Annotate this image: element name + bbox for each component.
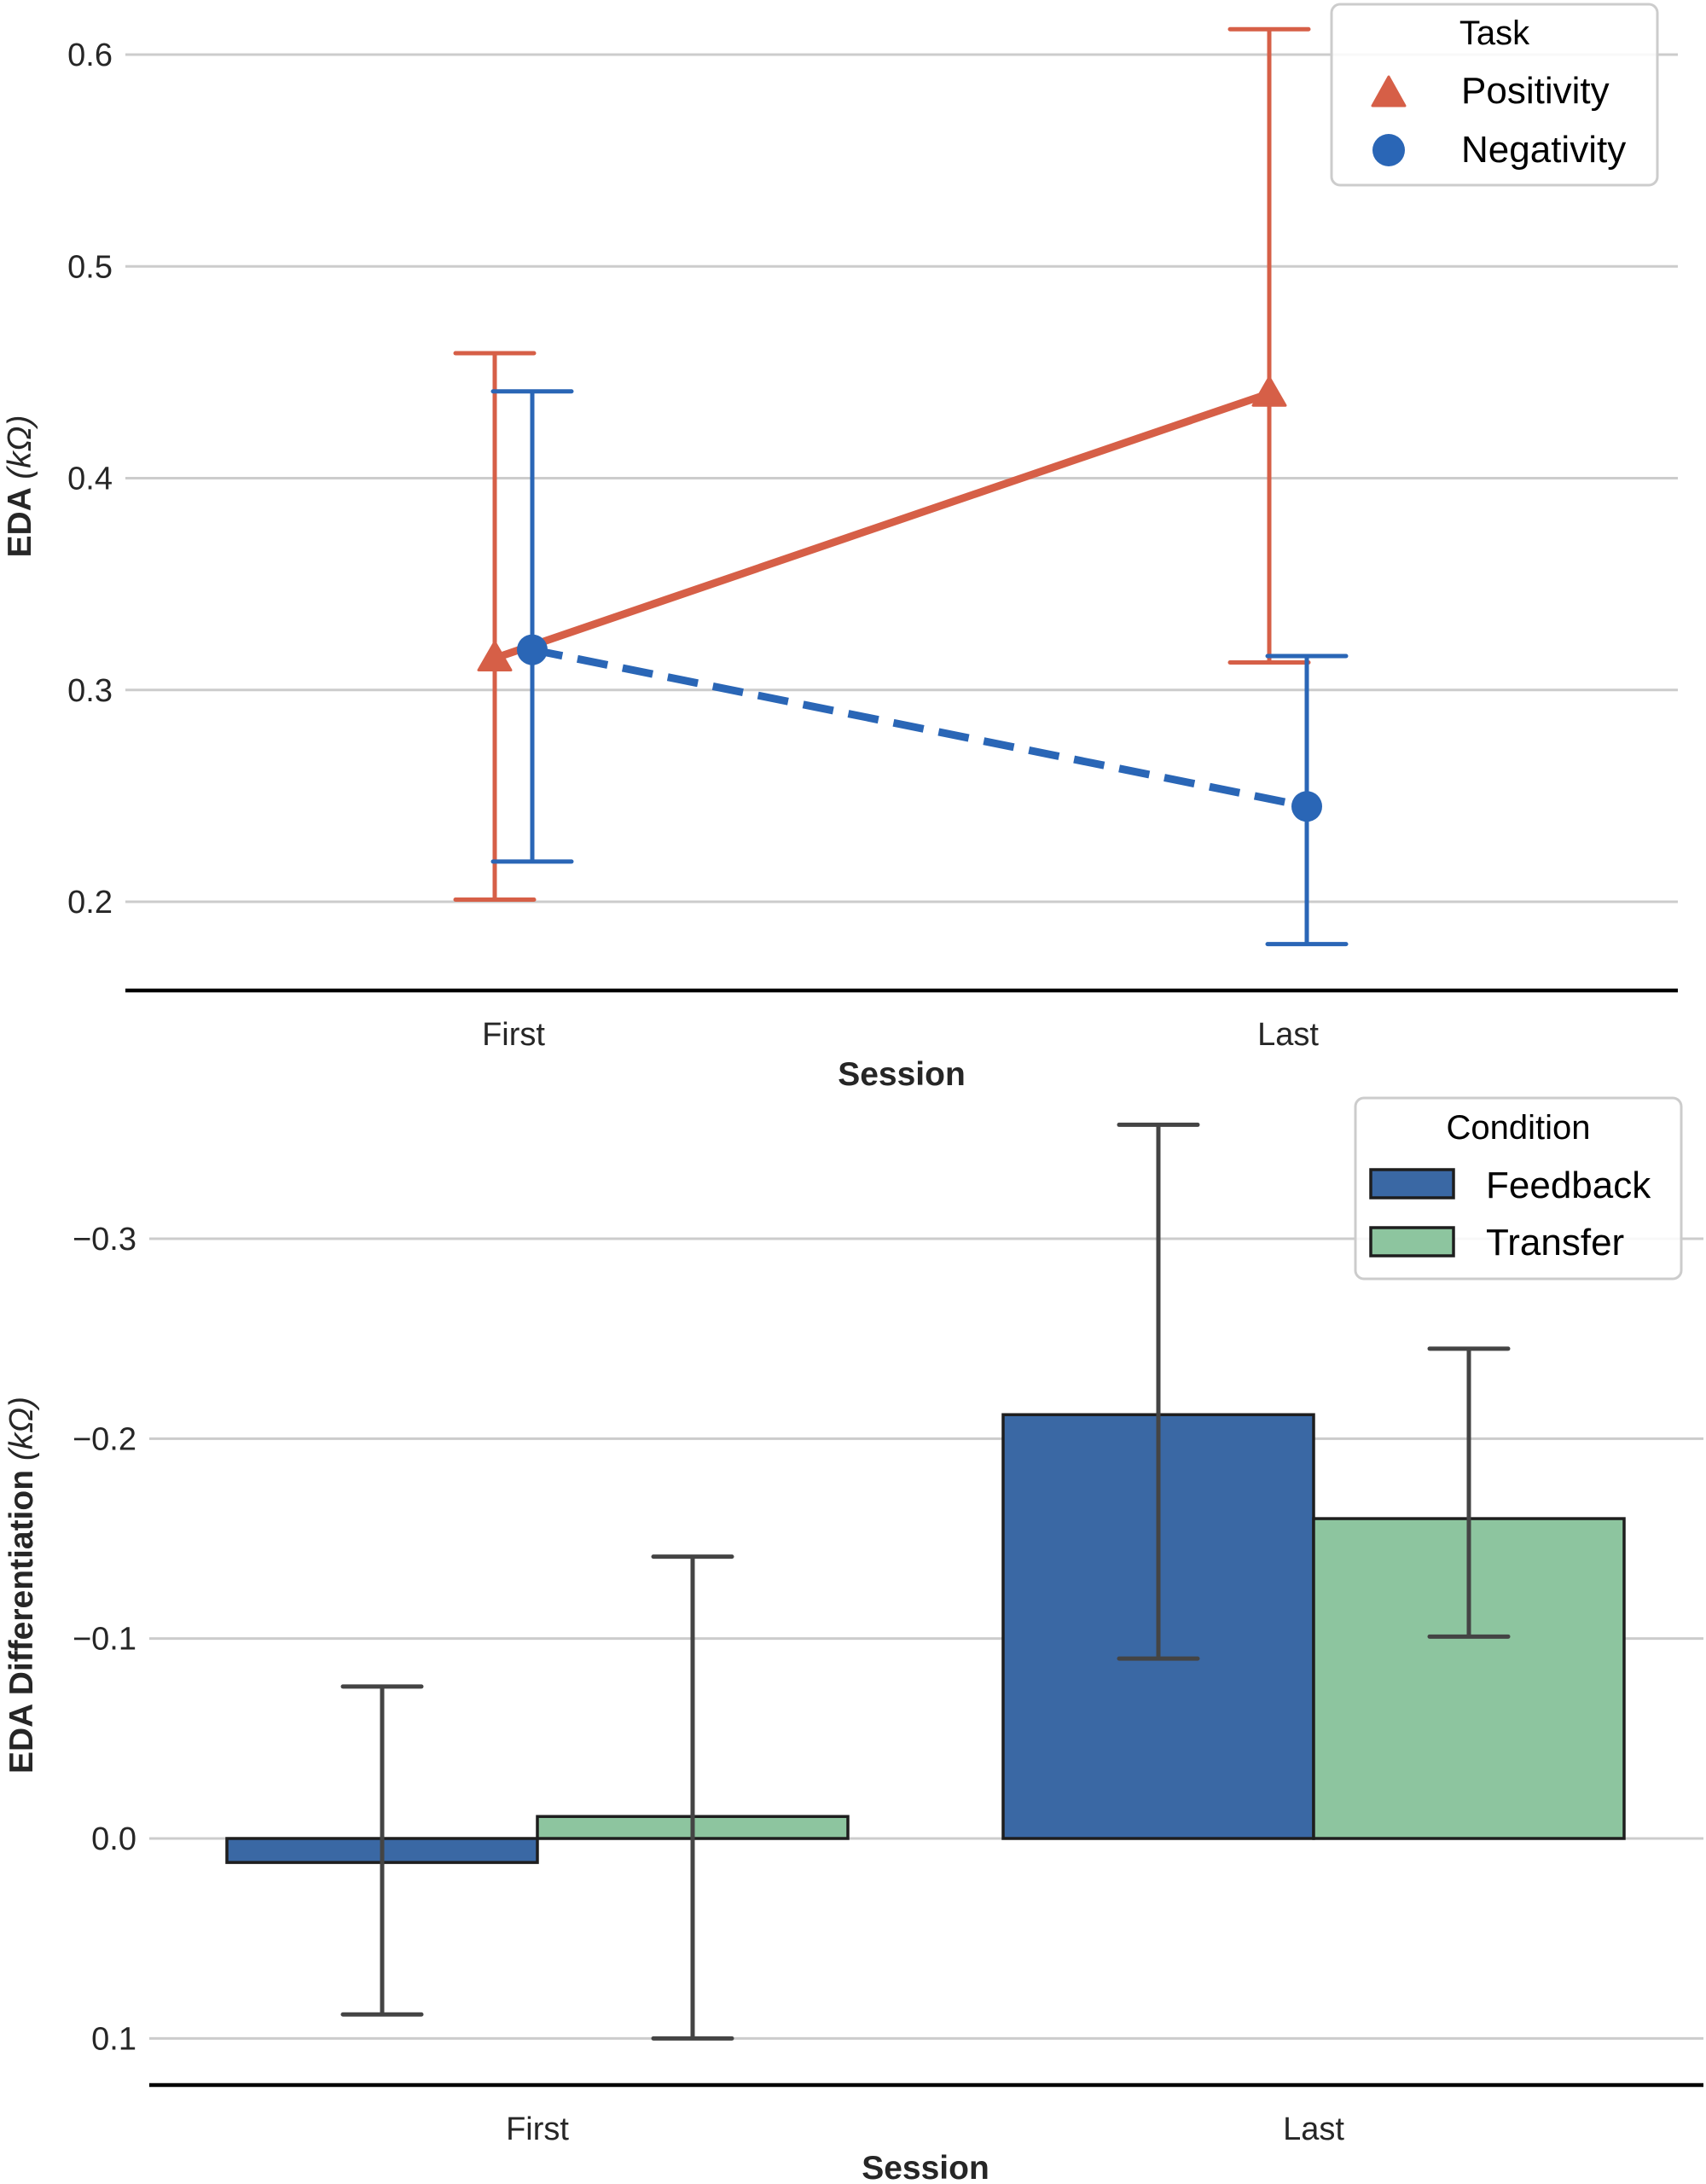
legend-title: Condition: [1446, 1109, 1590, 1147]
bottom-chart-panel: −0.3 −0.2 −0.1 0.0 0.1 First Last Session EDA…: [3, 1096, 1703, 2184]
transfer-swatch-icon: [1369, 1226, 1455, 1258]
x-tick-label: First: [482, 1017, 545, 1053]
top-x-tick-labels: First Last: [482, 1017, 1319, 1053]
y-tick-label: 0.0: [91, 1821, 136, 1857]
y-tick-label: 0.4: [67, 462, 113, 497]
y-tick-label: 0.6: [67, 38, 113, 73]
legend-label-negativity: Negativity: [1461, 129, 1626, 171]
bottom-x-tick-labels: First Last: [506, 2111, 1344, 2147]
y-tick-label: −0.3: [73, 1222, 136, 1258]
top-gridlines: [125, 53, 1678, 903]
positivity-line: [493, 389, 1271, 662]
y-tick-label: 0.1: [91, 2021, 136, 2057]
y-tick-label: 0.3: [67, 673, 113, 709]
negativity-circle-marker: [1291, 791, 1322, 822]
task-legend: Task Positivity Negativity: [1330, 3, 1659, 187]
bottom-bars: [225, 1413, 1626, 1864]
y-tick-label: 0.2: [67, 885, 113, 921]
feedback-swatch-icon: [1369, 1168, 1455, 1199]
bottom-y-axis-label: EDA Differentiation (kΩ): [3, 1397, 40, 1774]
top-y-axis-label-unit: (kΩ): [2, 415, 38, 479]
top-x-axis-label: Session: [838, 1056, 966, 1093]
top-markers: [477, 375, 1322, 822]
top-series-lines: [493, 389, 1308, 810]
legend-label-transfer: Transfer: [1486, 1222, 1624, 1263]
y-tick-label: −0.2: [73, 1421, 136, 1457]
y-tick-label: 0.5: [67, 249, 113, 285]
legend-label-feedback: Feedback: [1486, 1165, 1651, 1206]
y-tick-label: −0.1: [73, 1622, 136, 1658]
x-tick-label: Last: [1283, 2111, 1344, 2147]
bottom-y-axis-label-main: EDA Differentiation: [3, 1470, 40, 1774]
triangle-marker-icon: [1371, 75, 1407, 107]
bottom-y-tick-labels: −0.3 −0.2 −0.1 0.0 0.1: [73, 1222, 136, 2057]
top-y-axis-label-main: EDA: [2, 487, 38, 557]
bottom-y-axis-label-unit: (kΩ): [3, 1397, 40, 1461]
negativity-circle-marker: [517, 634, 548, 665]
positivity-triangle-marker: [1251, 375, 1287, 407]
positivity-triangle-marker: [477, 641, 513, 672]
x-tick-label: First: [506, 2111, 569, 2147]
bottom-error-bars: [340, 1122, 1511, 2041]
bottom-x-axis-label: Session: [862, 2150, 989, 2184]
circle-marker-icon: [1372, 134, 1405, 166]
top-chart-panel: 0.2 0.3 0.4 0.5 0.6 First Last Session EDA (k…: [2, 3, 1678, 1093]
x-tick-label: Last: [1257, 1017, 1319, 1053]
top-y-axis-label: EDA (kΩ): [2, 415, 38, 558]
negativity-line: [531, 646, 1308, 810]
legend-title: Task: [1459, 15, 1530, 52]
legend-label-positivity: Positivity: [1461, 70, 1610, 112]
condition-legend: Condition Feedback Transfer: [1354, 1096, 1683, 1281]
top-error-bars: [453, 26, 1349, 947]
top-y-tick-labels: 0.2 0.3 0.4 0.5 0.6: [67, 38, 113, 921]
legend-frame: [1330, 3, 1659, 187]
